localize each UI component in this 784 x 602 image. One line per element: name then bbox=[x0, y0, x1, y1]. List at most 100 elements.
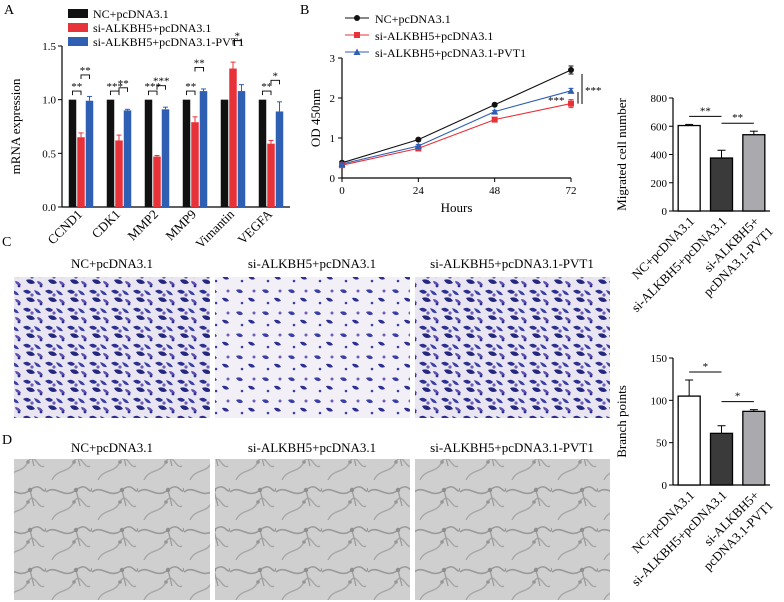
micrograph-d-pvt1 bbox=[415, 459, 610, 600]
a-bar-1 bbox=[229, 68, 237, 207]
b-sig-label: *** bbox=[548, 95, 565, 107]
bar bbox=[677, 124, 701, 212]
a-x-tick-label: Vimantin bbox=[192, 206, 237, 251]
a-legend-swatch bbox=[68, 37, 88, 46]
y-tick-label: 100 bbox=[651, 395, 668, 407]
bar bbox=[677, 395, 701, 486]
a-bar-2 bbox=[85, 100, 94, 207]
a-bar-1 bbox=[115, 140, 123, 207]
b-y-tick-label: 2 bbox=[330, 93, 336, 105]
panel-letter-a: A bbox=[4, 3, 15, 18]
panel-c-transwell-images: NC+pcDNA3.1 si-ALKBH5+pcDNA3.1 si-ALKBH5… bbox=[14, 256, 610, 418]
a-bar-1 bbox=[77, 137, 85, 207]
y-tick-label: 200 bbox=[651, 178, 668, 190]
b-legend-marker bbox=[354, 15, 360, 21]
a-bar-1 bbox=[267, 143, 275, 207]
a-bar-2 bbox=[199, 91, 208, 207]
a-sig-bracket bbox=[118, 87, 128, 92]
b-point-2 bbox=[567, 87, 575, 94]
b-point-0 bbox=[491, 101, 498, 108]
y-tick-label: 800 bbox=[651, 93, 668, 105]
b-point-0 bbox=[568, 67, 574, 73]
a-y-axis-label: mRNA expression bbox=[8, 78, 23, 174]
b-x-tick-label: 72 bbox=[566, 185, 577, 197]
a-x-tick-label: CDK1 bbox=[89, 207, 124, 242]
a-x-tick-label: MMP9 bbox=[162, 207, 199, 244]
a-sig-label: ** bbox=[185, 81, 196, 93]
micrograph-d-nc bbox=[14, 459, 210, 600]
a-sig-bracket bbox=[270, 79, 280, 85]
b-point-1 bbox=[491, 116, 498, 123]
micrograph-c-nc bbox=[14, 277, 210, 418]
b-legend-marker bbox=[353, 48, 361, 55]
b-point-0 bbox=[415, 136, 422, 143]
panel-c-title-3: si-ALKBH5+pcDNA3.1-PVT1 bbox=[430, 256, 594, 271]
b-point-2 bbox=[338, 160, 346, 167]
panel-d-tube-formation-images: NC+pcDNA3.1 si-ALKBH5+pcDNA3.1 si-ALKBH5… bbox=[14, 440, 610, 600]
y-axis-label: Migrated cell number bbox=[614, 98, 629, 211]
bar bbox=[709, 157, 734, 212]
a-sig-label: ** bbox=[80, 65, 91, 77]
b-x-axis-label: Hours bbox=[441, 200, 473, 215]
a-legend-label: si-ALKBH5+pcDNA3.1-PVT1 bbox=[93, 35, 244, 49]
sig-label: ** bbox=[732, 112, 743, 124]
a-sig-bracket bbox=[80, 74, 90, 79]
a-bar-0 bbox=[220, 99, 229, 207]
a-bar-2 bbox=[123, 110, 132, 207]
a-sig-label: *** bbox=[153, 76, 170, 88]
b-y-tick-label: 0 bbox=[330, 173, 336, 185]
a-sig-label: ** bbox=[71, 81, 82, 93]
a-bar-0 bbox=[258, 99, 267, 207]
a-sig-bracket bbox=[194, 67, 204, 72]
micrograph-c-si bbox=[215, 277, 410, 418]
a-y-tick-label: 1.0 bbox=[42, 95, 56, 107]
b-point-1 bbox=[568, 100, 574, 107]
a-bar-0 bbox=[182, 99, 191, 207]
a-sig-bracket bbox=[72, 90, 82, 96]
panel-c-title-2: si-ALKBH5+pcDNA3.1 bbox=[248, 256, 376, 271]
b-sig-label: *** bbox=[585, 85, 602, 97]
panel-letter-c: C bbox=[2, 235, 11, 250]
a-x-tick-label: MMP2 bbox=[124, 207, 161, 244]
a-bar-2 bbox=[237, 91, 246, 207]
panel-c-title-1: NC+pcDNA3.1 bbox=[71, 256, 153, 271]
a-sig-bracket bbox=[186, 90, 196, 96]
y-tick-label: 0 bbox=[662, 480, 668, 492]
micrograph-d-si bbox=[215, 459, 410, 600]
a-sig-label: ** bbox=[261, 81, 272, 93]
a-x-tick-label: VEGFA bbox=[235, 206, 276, 247]
a-bar-1 bbox=[153, 156, 161, 207]
a-bar-0 bbox=[106, 99, 115, 207]
bar bbox=[742, 410, 766, 486]
a-legend-label: NC+pcDNA3.1 bbox=[93, 7, 169, 21]
b-y-tick-label: 1 bbox=[330, 133, 336, 145]
a-y-tick-label: 0.5 bbox=[42, 148, 56, 160]
b-x-tick-label: 24 bbox=[413, 185, 425, 197]
bar bbox=[709, 432, 734, 486]
a-bar-1 bbox=[191, 122, 199, 207]
b-point-2 bbox=[491, 108, 499, 115]
panel-d-title-3: si-ALKBH5+pcDNA3.1-PVT1 bbox=[430, 440, 594, 455]
a-sig-label: ** bbox=[194, 57, 205, 69]
a-sig-label: * bbox=[235, 31, 241, 43]
b-series-line-2 bbox=[341, 90, 572, 165]
a-bar-0 bbox=[68, 99, 77, 207]
y-tick-label: 50 bbox=[656, 438, 668, 450]
b-y-tick-label: 3 bbox=[330, 53, 336, 65]
a-bar-2 bbox=[275, 111, 284, 207]
b-legend-label: si-ALKBH5+pcDNA3.1-PVT1 bbox=[375, 46, 526, 60]
a-bar-2 bbox=[161, 109, 170, 207]
a-sig-bracket bbox=[110, 90, 120, 96]
a-sig-label: ** bbox=[118, 78, 129, 90]
panel-d-title-2: si-ALKBH5+pcDNA3.1 bbox=[248, 440, 376, 455]
y-tick-label: 150 bbox=[651, 353, 668, 365]
a-legend-label: si-ALKBH5+pcDNA3.1 bbox=[93, 21, 211, 35]
micrograph-c-pvt1 bbox=[415, 277, 610, 418]
b-point-2 bbox=[414, 142, 422, 149]
a-y-tick-label: 1.5 bbox=[42, 41, 56, 53]
a-legend-swatch bbox=[68, 23, 88, 32]
